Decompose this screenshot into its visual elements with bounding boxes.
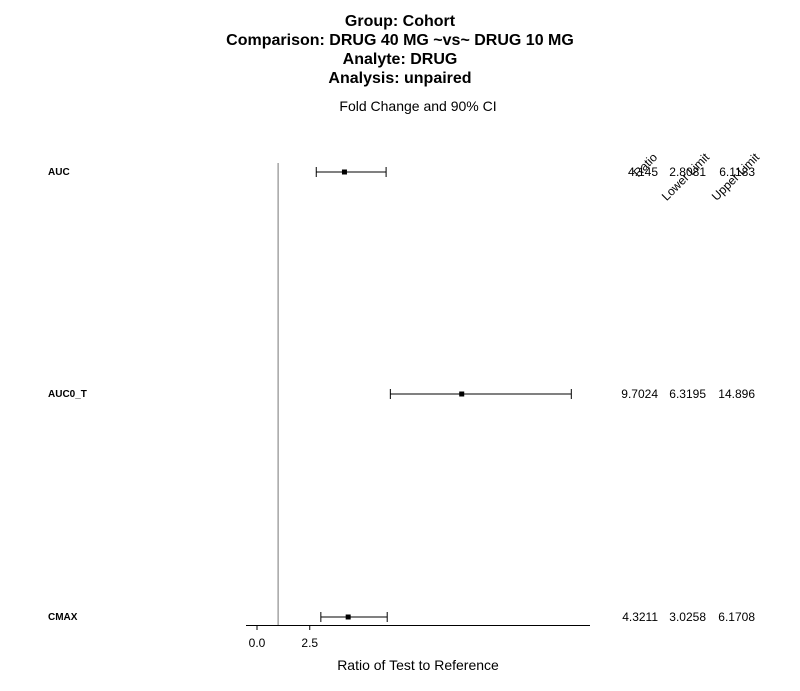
row-label: AUC bbox=[48, 167, 70, 178]
row-label: CMAX bbox=[48, 612, 78, 623]
title-group: Group: Cohort bbox=[344, 13, 456, 30]
lower-limit-value: 2.8081 bbox=[669, 165, 706, 179]
x-axis-title: Ratio of Test to Reference bbox=[337, 657, 499, 673]
upper-limit-value: 6.1708 bbox=[718, 610, 755, 624]
title-analyte: Analyte: DRUG bbox=[342, 51, 458, 68]
upper-limit-value: 6.1183 bbox=[719, 165, 755, 179]
x-tick-label: 0.0 bbox=[249, 636, 266, 650]
ratio-point bbox=[341, 169, 347, 175]
ratio-value: 9.7024 bbox=[621, 387, 658, 401]
ratio-value: 4.145 bbox=[628, 165, 658, 179]
ratio-point bbox=[345, 614, 351, 620]
row-label: AUC0_T bbox=[48, 389, 87, 400]
upper-limit-value: 14.896 bbox=[718, 387, 755, 401]
x-tick-label: 2.5 bbox=[301, 636, 318, 650]
ratio-value: 4.3211 bbox=[622, 610, 658, 624]
title-analysis: Analysis: unpaired bbox=[328, 70, 472, 87]
lower-limit-value: 6.3195 bbox=[669, 387, 706, 401]
chart-subtitle: Fold Change and 90% CI bbox=[339, 98, 497, 114]
ratio-point bbox=[459, 391, 465, 397]
title-block: Group: Cohort Comparison: DRUG 40 MG ~vs… bbox=[0, 12, 800, 88]
title-comparison: Comparison: DRUG 40 MG ~vs~ DRUG 10 MG bbox=[226, 32, 574, 49]
lower-limit-value: 3.0258 bbox=[669, 610, 706, 624]
